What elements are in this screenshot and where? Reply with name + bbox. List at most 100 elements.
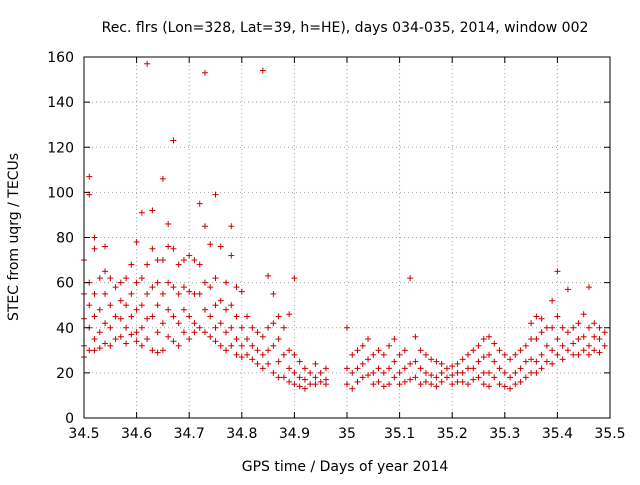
- y-tick-label: 100: [47, 185, 74, 201]
- data-point: [201, 223, 208, 230]
- data-point: [417, 365, 424, 372]
- data-point: [112, 336, 119, 343]
- data-point: [522, 374, 529, 381]
- data-point: [396, 381, 403, 388]
- chart-title: Rec. flrs (Lon=328, Lat=39, h=HE), days …: [102, 20, 589, 36]
- data-point: [296, 383, 303, 390]
- data-point: [149, 207, 156, 214]
- data-point: [365, 356, 372, 363]
- data-point: [165, 306, 172, 313]
- data-point: [244, 336, 251, 343]
- data-point: [522, 342, 529, 349]
- data-point: [280, 374, 287, 381]
- data-point: [301, 365, 308, 372]
- data-point: [175, 261, 182, 268]
- x-tick-label: 35.4: [542, 426, 573, 442]
- data-point: [475, 358, 482, 365]
- data-point: [144, 290, 151, 297]
- x-tick-label: 34.8: [226, 426, 257, 442]
- data-point: [154, 279, 161, 286]
- data-point: [123, 302, 130, 309]
- data-point: [149, 313, 156, 320]
- data-point: [165, 333, 172, 340]
- data-point: [380, 351, 387, 358]
- data-point: [186, 313, 193, 320]
- data-point: [207, 333, 214, 340]
- data-point: [359, 342, 366, 349]
- data-point: [96, 329, 103, 336]
- data-point: [112, 284, 119, 291]
- data-point: [270, 342, 277, 349]
- data-point: [422, 378, 429, 385]
- y-axis-label: STEC from uqrg / TECUs: [6, 153, 22, 321]
- x-tick-label: 34.7: [174, 426, 205, 442]
- data-point: [564, 286, 571, 293]
- data-point: [217, 342, 224, 349]
- data-point: [407, 275, 414, 282]
- data-point: [522, 358, 529, 365]
- data-point: [186, 288, 193, 295]
- data-point: [428, 372, 435, 379]
- data-point: [344, 365, 350, 372]
- data-point: [370, 351, 377, 358]
- data-point: [496, 365, 503, 372]
- data-point: [91, 245, 98, 252]
- data-point: [123, 275, 130, 282]
- data-point: [301, 385, 308, 392]
- data-point: [585, 351, 592, 358]
- data-point: [591, 333, 598, 340]
- data-point: [275, 336, 282, 343]
- data-point: [528, 320, 535, 327]
- data-point: [528, 336, 535, 343]
- data-point: [238, 288, 245, 295]
- data-point: [212, 191, 219, 198]
- data-point: [459, 378, 466, 385]
- data-point: [391, 336, 398, 343]
- data-point: [107, 302, 114, 309]
- data-point: [454, 360, 461, 367]
- data-point: [344, 381, 350, 388]
- data-point: [554, 351, 561, 358]
- data-point: [470, 347, 477, 354]
- data-point: [486, 383, 493, 390]
- data-point: [433, 383, 440, 390]
- data-point: [233, 351, 240, 358]
- data-point: [449, 381, 456, 388]
- data-point: [228, 223, 235, 230]
- data-point: [270, 290, 277, 297]
- data-point: [138, 342, 145, 349]
- data-point: [149, 347, 156, 354]
- data-point: [591, 320, 598, 327]
- data-point: [128, 261, 135, 268]
- data-point: [559, 356, 566, 363]
- data-point: [401, 365, 408, 372]
- data-point: [480, 336, 487, 343]
- data-point: [117, 333, 124, 340]
- data-point: [554, 336, 561, 343]
- data-point: [507, 374, 514, 381]
- data-point: [307, 381, 314, 388]
- y-tick-label: 20: [56, 366, 74, 382]
- data-point: [133, 338, 140, 345]
- x-tick-label: 34.6: [121, 426, 152, 442]
- data-point: [233, 313, 240, 320]
- data-point: [259, 333, 266, 340]
- x-tick-label: 35.1: [384, 426, 415, 442]
- data-point: [165, 243, 172, 250]
- data-point: [375, 378, 382, 385]
- data-point: [154, 329, 161, 336]
- data-point: [138, 302, 145, 309]
- data-point: [475, 342, 482, 349]
- data-point: [212, 338, 219, 345]
- data-point: [170, 245, 177, 252]
- data-point: [138, 324, 145, 331]
- data-point: [496, 347, 503, 354]
- data-point: [501, 369, 508, 376]
- data-point: [585, 342, 592, 349]
- data-point: [459, 356, 466, 363]
- data-point: [159, 257, 166, 264]
- data-point: [244, 351, 251, 358]
- data-point: [375, 365, 382, 372]
- data-point: [217, 243, 224, 250]
